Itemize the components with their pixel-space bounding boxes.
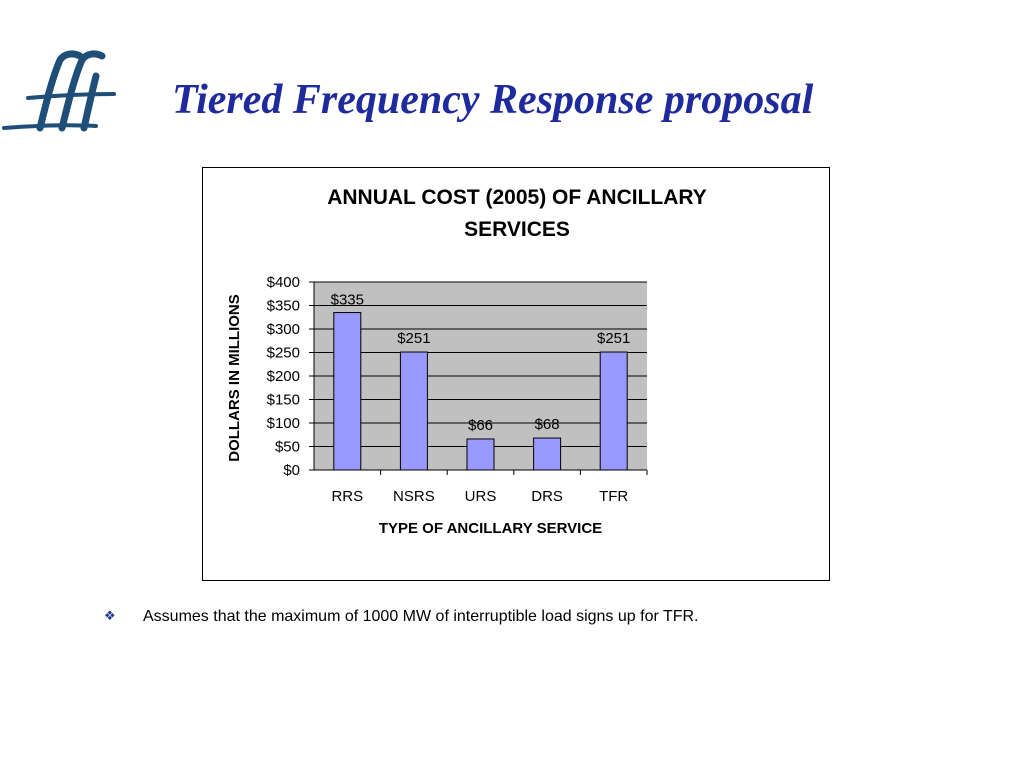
y-axis-title: DOLLARS IN MILLIONS: [226, 294, 243, 462]
x-axis-title: TYPE OF ANCILLARY SERVICE: [379, 520, 602, 537]
y-tick-label: $200: [267, 368, 300, 385]
x-tick-label: NSRS: [393, 488, 435, 505]
data-label-nsrs: $251: [397, 330, 430, 347]
bullet-text: Assumes that the maximum of 1000 MW of i…: [143, 608, 699, 625]
y-tick-label: $350: [267, 298, 300, 315]
chart-title-line: ANNUAL COST (2005) OF ANCILLARY: [327, 186, 707, 209]
bar-drs: [533, 437, 562, 471]
y-tick-label: $400: [267, 274, 300, 291]
y-tick-label: $250: [267, 345, 300, 362]
y-tick-label: $50: [275, 439, 300, 456]
bar-tfr: [599, 351, 628, 471]
y-tick-label: $300: [267, 321, 300, 338]
slide-title: Tiered Frequency Response proposal: [172, 77, 814, 123]
y-tick-label: $150: [267, 392, 300, 409]
data-label-urs: $66: [468, 417, 493, 434]
bar-chart: ANNUAL COST (2005) OF ANCILLARY SERVICES $…: [226, 186, 707, 537]
fa-monogram-logo: [2, 50, 116, 132]
bar-nsrs: [399, 351, 428, 471]
bar-rrs: [333, 312, 362, 471]
data-label-rrs: $335: [331, 292, 364, 309]
x-tick-label: URS: [465, 488, 497, 505]
x-tick-label: DRS: [531, 488, 563, 505]
data-label-drs: $68: [535, 416, 560, 433]
chart-title-line: SERVICES: [464, 218, 570, 241]
chart-frame: ANNUAL COST (2005) OF ANCILLARY SERVICES $…: [202, 167, 830, 581]
diamond-bullet-icon: ❖: [104, 608, 116, 623]
x-tick-label: RRS: [331, 488, 363, 505]
bar-urs: [466, 438, 495, 471]
x-tick-label: TFR: [599, 488, 628, 505]
data-label-tfr: $251: [597, 330, 630, 347]
y-tick-label: $100: [267, 415, 300, 432]
y-tick-label: $0: [283, 462, 300, 479]
